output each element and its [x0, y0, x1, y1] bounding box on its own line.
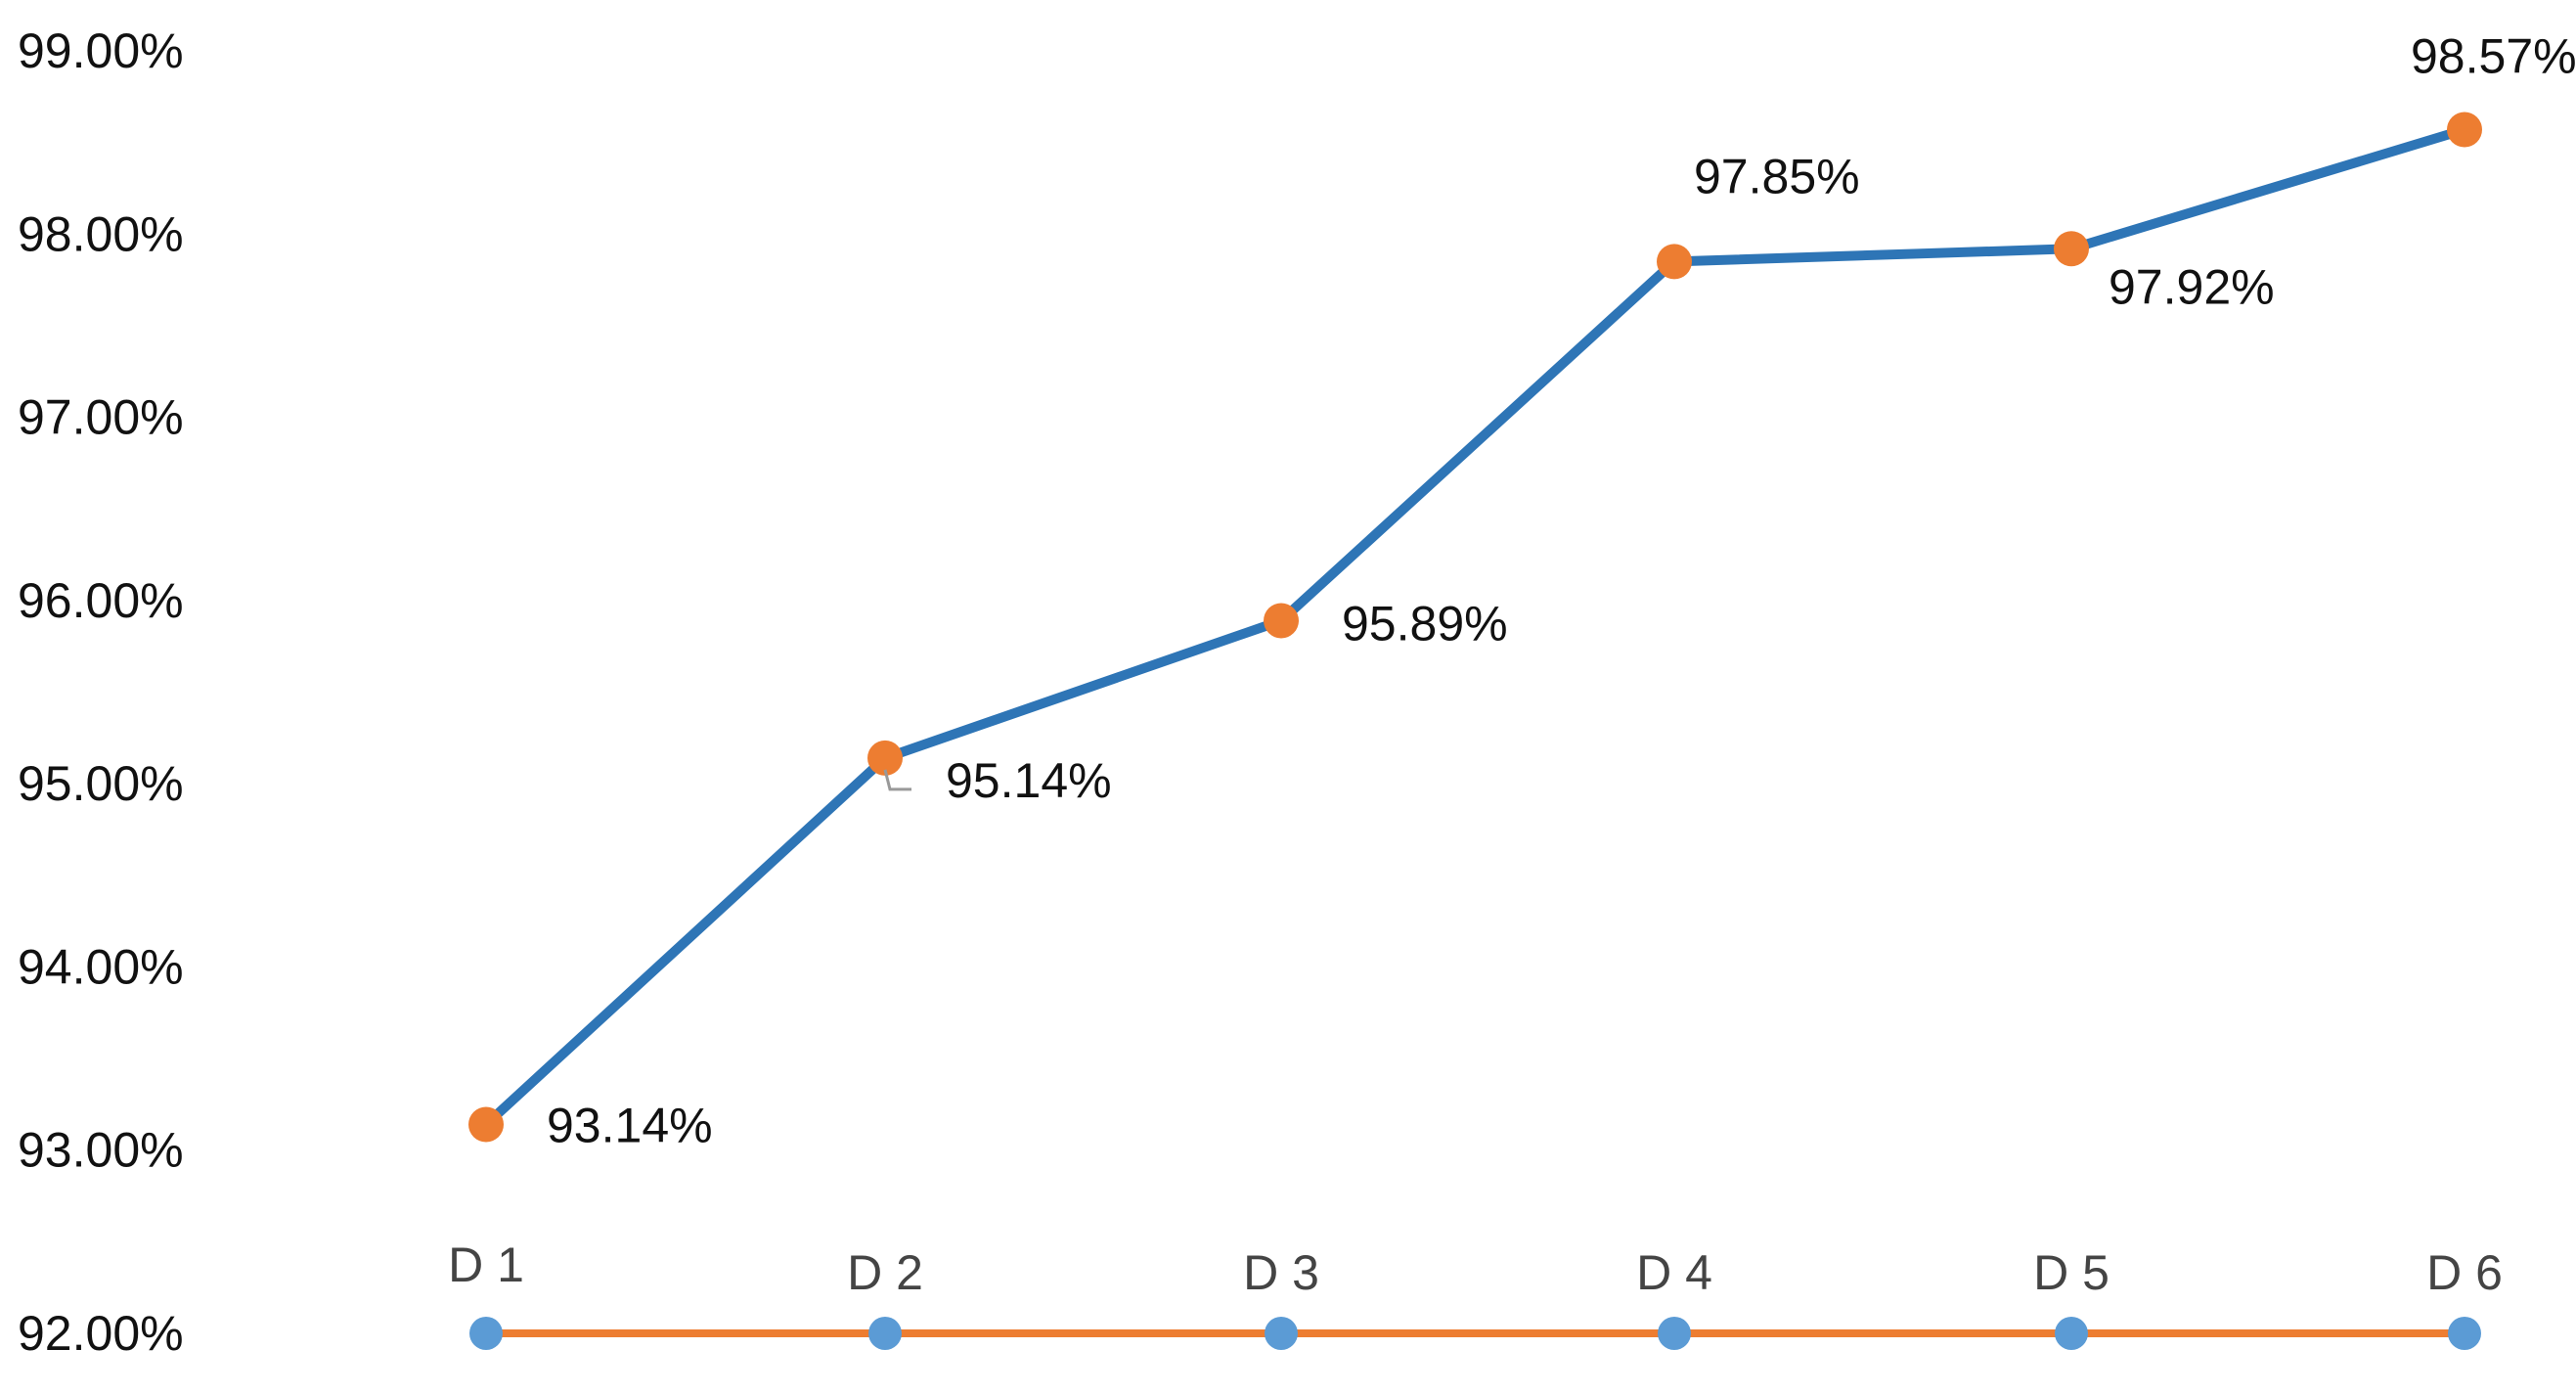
x-axis: D 1 D 2 D 3 D 4 D 5 D 6	[448, 1237, 2503, 1300]
data-point	[867, 740, 903, 776]
y-tick-label: 93.00%	[18, 1123, 184, 1178]
series-accuracy	[468, 112, 2482, 1143]
data-label: 97.85%	[1694, 149, 1860, 203]
x-tick-label: D 6	[2426, 1245, 2503, 1300]
data-label: 98.57%	[2411, 29, 2576, 84]
x-tick-label: D 2	[847, 1245, 923, 1300]
data-point	[2054, 231, 2089, 267]
x-tick-label: D 3	[1243, 1245, 1319, 1300]
baseline-marker	[469, 1317, 503, 1350]
y-tick-label: 96.00%	[18, 573, 184, 628]
data-label: 93.14%	[547, 1098, 713, 1152]
data-label: 95.89%	[1342, 596, 1508, 651]
data-point	[2447, 112, 2482, 148]
baseline-marker	[2448, 1317, 2481, 1350]
y-tick-label: 99.00%	[18, 23, 184, 78]
baseline-marker	[1658, 1317, 1691, 1350]
baseline-axis	[469, 1317, 2481, 1350]
y-tick-label: 97.00%	[18, 390, 184, 445]
data-label: 95.14%	[946, 753, 1112, 808]
data-point	[1657, 244, 1692, 280]
y-tick-label: 92.00%	[18, 1306, 184, 1361]
x-tick-label: D 4	[1636, 1245, 1712, 1300]
y-tick-label: 95.00%	[18, 756, 184, 811]
label-leader-line	[883, 769, 911, 791]
y-tick-label: 94.00%	[18, 939, 184, 994]
data-labels: 93.14% 95.14% 95.89% 97.85% 97.92% 98.57%	[547, 29, 2576, 1153]
data-point	[1264, 603, 1299, 639]
data-point	[468, 1106, 504, 1143]
series-line	[481, 124, 2469, 1130]
x-tick-label: D 1	[448, 1237, 524, 1292]
data-label: 97.92%	[2109, 259, 2275, 314]
baseline-marker	[2055, 1317, 2088, 1350]
y-tick-label: 98.00%	[18, 206, 184, 261]
baseline-marker	[1265, 1317, 1298, 1350]
x-tick-label: D 5	[2033, 1245, 2110, 1300]
y-axis: 92.00% 93.00% 94.00% 95.00% 96.00% 97.00% 98.0…	[18, 23, 184, 1361]
baseline-marker	[868, 1317, 902, 1350]
